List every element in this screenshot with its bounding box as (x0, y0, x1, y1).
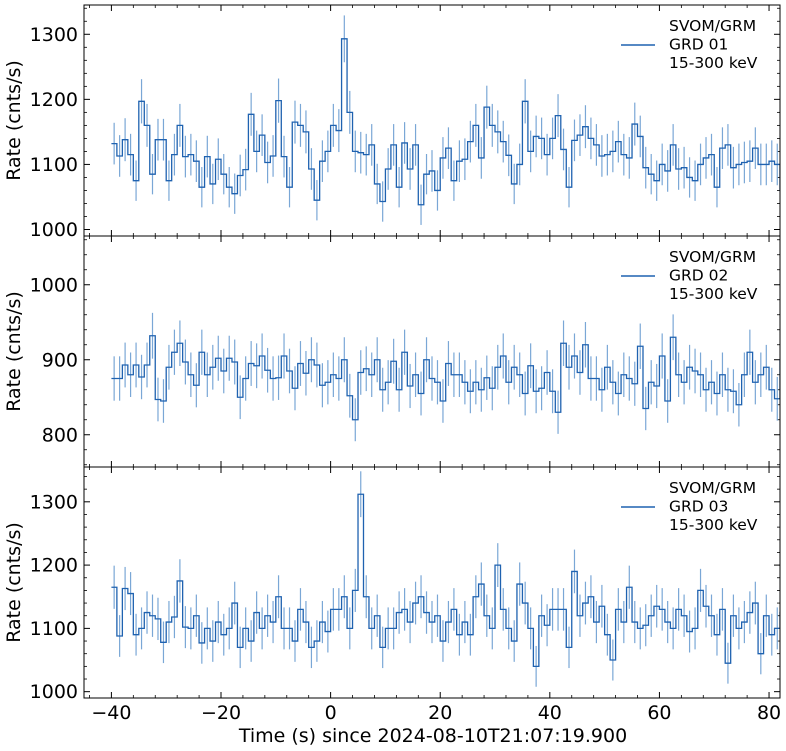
legend-text: GRD 01 (669, 36, 728, 54)
x-tick-label: −40 (91, 702, 131, 724)
legend-text: SVOM/GRM (669, 17, 756, 35)
legend-text: SVOM/GRM (669, 479, 756, 497)
series-data (111, 312, 780, 442)
y-tick-label: 900 (42, 349, 78, 371)
x-axis-label: Time (s) since 2024-08-10T21:07:19.900 (238, 725, 627, 747)
y-tick-label: 1200 (30, 555, 78, 577)
x-tick-label: 40 (538, 702, 562, 724)
x-tick-label: 60 (647, 702, 671, 724)
y-tick-label: 1100 (30, 154, 78, 176)
step-line (111, 335, 780, 421)
x-tick-label: 20 (428, 702, 452, 724)
x-tick-labels: −40 −20 0 20 40 60 80 (91, 702, 781, 724)
legend-text: GRD 02 (669, 267, 728, 285)
y-tick-label: 1300 (30, 491, 78, 513)
y-tick-label: 1100 (30, 618, 78, 640)
y-tick-label: 1300 (30, 24, 78, 46)
legend-text: 15-300 keV (669, 54, 758, 72)
step-line (111, 493, 780, 668)
x-tick-label: −20 (201, 702, 241, 724)
series-data (111, 471, 780, 687)
axes-frame (83, 466, 781, 699)
x-tick-label: 80 (757, 702, 781, 724)
y-axis-label: Rate (cnts/s) (3, 291, 25, 412)
y-tick-label: 1200 (30, 89, 78, 111)
legend-text: SVOM/GRM (669, 248, 756, 266)
y-axis-label: Rate (cnts/s) (3, 60, 25, 181)
step-line (111, 38, 780, 206)
legend-text: 15-300 keV (669, 285, 758, 303)
legend-text: GRD 03 (669, 498, 728, 516)
y-tick-label: 1000 (30, 681, 78, 703)
y-tick-label: 1000 (30, 274, 78, 296)
y-tick-label: 1000 (30, 219, 78, 241)
legend-text: 15-300 keV (669, 516, 758, 534)
y-axis-label: Rate (cnts/s) (3, 522, 25, 643)
x-tick-label: 0 (325, 702, 337, 724)
y-tick-label: 800 (42, 424, 78, 446)
series-data (111, 15, 780, 225)
